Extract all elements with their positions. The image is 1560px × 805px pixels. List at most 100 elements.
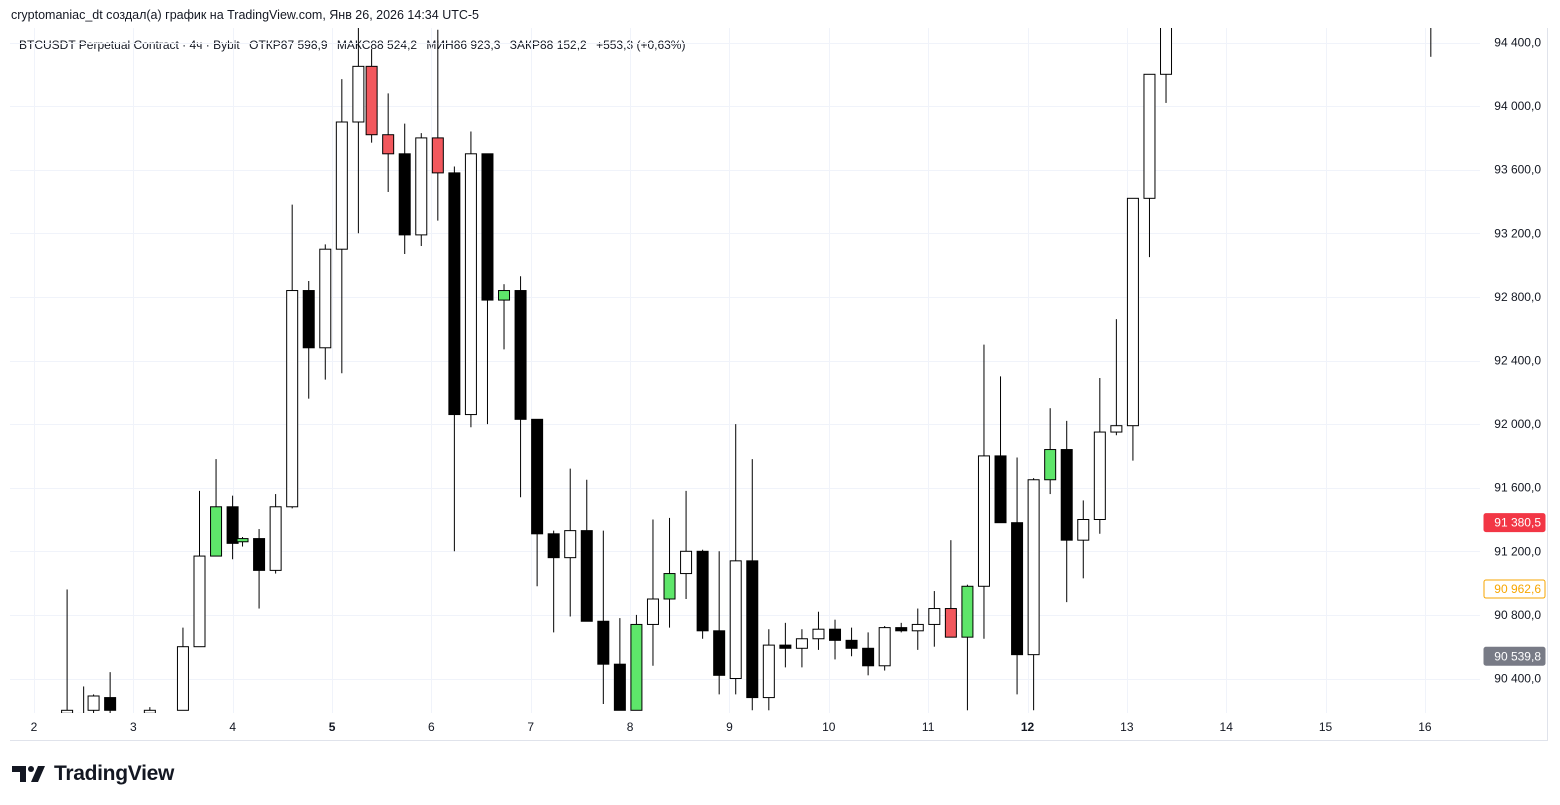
candle — [302, 281, 315, 399]
candle-body — [382, 134, 395, 155]
candle-body — [514, 290, 527, 420]
price-tick-label: 94 000,0 — [1494, 99, 1541, 113]
candle-body — [193, 555, 206, 648]
candle-body — [415, 137, 428, 236]
candle-body — [464, 153, 477, 416]
candle-body — [944, 608, 957, 638]
candle-body — [895, 627, 908, 632]
candle-body — [729, 560, 742, 680]
candle-body — [1425, 11, 1436, 14]
price-label-text: 91 380,5 — [1494, 516, 1541, 530]
candle — [431, 29, 444, 221]
tradingview-logo-icon — [12, 766, 45, 782]
candle — [498, 284, 511, 350]
open-value: ОТКР87 598,9 — [249, 38, 328, 52]
candlestick-chart[interactable]: 94 400,0 94 000,0 93 600,0 93 200,0 92 800,0… — [0, 0, 1560, 745]
candle — [1011, 457, 1024, 695]
candle-body — [61, 709, 74, 713]
price-label-box — [1483, 646, 1546, 666]
candle — [680, 490, 693, 599]
candle — [1442, 8, 1453, 14]
candle-body — [448, 172, 461, 416]
candle-body — [143, 709, 156, 713]
candle — [663, 517, 676, 628]
time-tick-label: 2 — [31, 720, 38, 734]
candle — [61, 589, 74, 713]
symbol-legend: BTCUSDT Perpetual Contract · 4ч · Bybit … — [19, 38, 691, 52]
candle-body — [696, 550, 709, 632]
candle-body — [746, 560, 759, 699]
candle-body — [663, 573, 676, 600]
candle-body — [1044, 449, 1057, 481]
candle-body — [1110, 425, 1123, 433]
price-label-box — [1483, 513, 1546, 533]
candle — [564, 468, 577, 617]
candle — [335, 79, 348, 374]
candle-body — [994, 455, 1007, 524]
candle-body — [1060, 449, 1073, 541]
candle — [226, 495, 239, 560]
time-tick-label: 16 — [1418, 720, 1432, 734]
candle-body — [680, 550, 693, 575]
candle-body — [253, 538, 266, 571]
candle — [547, 530, 560, 633]
candle-body — [302, 290, 315, 349]
candle — [961, 584, 974, 711]
candle-body — [352, 65, 365, 123]
candle-body — [977, 455, 990, 587]
chart-attribution: cryptomaniac_dt создал(а) график на Trad… — [11, 8, 479, 22]
candle-body — [1093, 431, 1106, 520]
candle-body — [564, 530, 577, 559]
candle-body — [1126, 197, 1139, 427]
price-label-text: 90 962,6 — [1494, 582, 1541, 596]
price-label-box — [1483, 579, 1546, 599]
grid-lines — [10, 28, 1480, 713]
candle — [994, 376, 1007, 524]
candle — [1044, 408, 1057, 495]
close-value: ЗАКР88 152,2 — [509, 38, 587, 52]
candle-body — [829, 628, 842, 641]
candle-body — [878, 627, 891, 667]
candle — [193, 490, 206, 648]
change-value: +553,3 (+0,63%) — [596, 38, 686, 52]
candle — [795, 629, 808, 668]
candle — [613, 618, 626, 711]
price-tick-label: 91 600,0 — [1494, 481, 1541, 495]
candle-body — [547, 533, 560, 559]
tradingview-logo[interactable]: TradingView — [12, 762, 174, 786]
candle — [143, 707, 156, 713]
candle — [878, 626, 891, 671]
price-tick-label: 92 000,0 — [1494, 417, 1541, 431]
candle — [944, 540, 957, 638]
price-tick-label: 91 200,0 — [1494, 544, 1541, 558]
candle — [630, 614, 643, 711]
time-tick-label: 13 — [1120, 720, 1134, 734]
candle — [1425, 11, 1436, 57]
time-tick-label: 6 — [428, 720, 435, 734]
candle — [829, 619, 842, 660]
candle — [977, 344, 990, 639]
price-labels: 91 380,5 90 962,6 90 539,8 — [1483, 513, 1546, 666]
candle — [746, 459, 759, 711]
candle — [895, 622, 908, 633]
candle — [514, 276, 527, 498]
candle-body — [1027, 479, 1040, 656]
price-label: 91 380,5 — [1483, 513, 1546, 533]
candle — [352, 28, 365, 234]
candle-body — [580, 530, 593, 622]
candle — [911, 608, 924, 650]
candle-body — [210, 506, 223, 557]
price-tick-label: 93 600,0 — [1494, 163, 1541, 177]
candle — [210, 459, 223, 557]
candle — [104, 672, 117, 713]
candle-body — [713, 630, 726, 676]
candle-body — [1143, 73, 1156, 199]
candle — [464, 131, 477, 428]
price-tick-label: 94 400,0 — [1494, 36, 1541, 50]
candle — [1093, 377, 1106, 534]
symbol-name[interactable]: BTCUSDT Perpetual Contract · 4ч · Bybit — [19, 38, 240, 52]
candle-body — [795, 638, 808, 649]
candle — [862, 632, 875, 676]
candle — [713, 551, 726, 695]
candle-body — [1011, 522, 1024, 656]
